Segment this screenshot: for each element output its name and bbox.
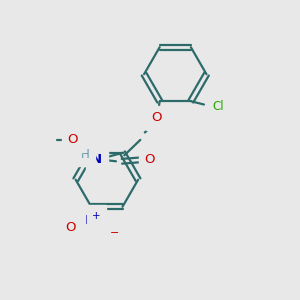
Text: +: + [92,211,101,221]
Text: −: − [110,228,119,238]
Text: O: O [68,134,78,146]
Text: O: O [152,111,162,124]
Text: O: O [144,153,155,166]
Text: N: N [85,214,96,227]
Text: Cl: Cl [212,100,224,113]
Text: H: H [81,148,90,161]
Text: O: O [105,221,115,234]
Text: N: N [91,153,102,166]
Text: O: O [65,221,76,234]
